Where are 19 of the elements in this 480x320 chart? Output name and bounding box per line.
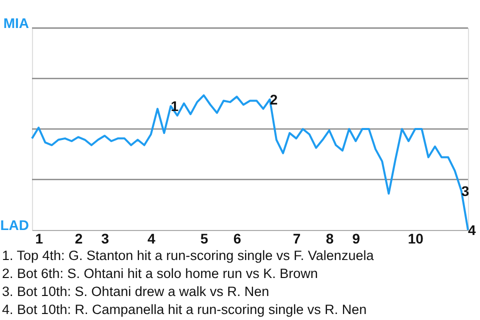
x-tick-label: 9 xyxy=(352,230,360,246)
x-tick-label: 3 xyxy=(101,230,110,246)
x-tick-label: 2 xyxy=(74,230,83,246)
text: LAD xyxy=(0,217,29,233)
x-tick-label: 7 xyxy=(292,230,301,246)
x-tick-label: 4 xyxy=(148,230,156,246)
text: 2. Bot 6th: S. Ohtani hit a solo home run vs K. Brown xyxy=(2,266,318,281)
annotation: 3 xyxy=(461,182,470,199)
x-tick-label: 1 xyxy=(35,230,44,246)
text: MIA xyxy=(3,15,29,31)
x-tick-label: 10 xyxy=(408,230,424,246)
text: 1. Top 4th: G. Stanton hit a run-scoring single vs F. Valenzuela xyxy=(2,248,374,263)
text: 3. Bot 10th: S. Ohtani drew a walk vs R. Nen xyxy=(2,284,270,299)
text: 4. Bot 10th: R. Campanella hit a run-scoring single vs R. Nen xyxy=(2,302,367,317)
annotation: 1 xyxy=(170,98,179,114)
annotation: 2 xyxy=(270,91,278,108)
x-tick-label: 5 xyxy=(200,230,208,246)
x-tick-label: 8 xyxy=(326,230,334,246)
x-tick-label: 6 xyxy=(233,230,242,246)
